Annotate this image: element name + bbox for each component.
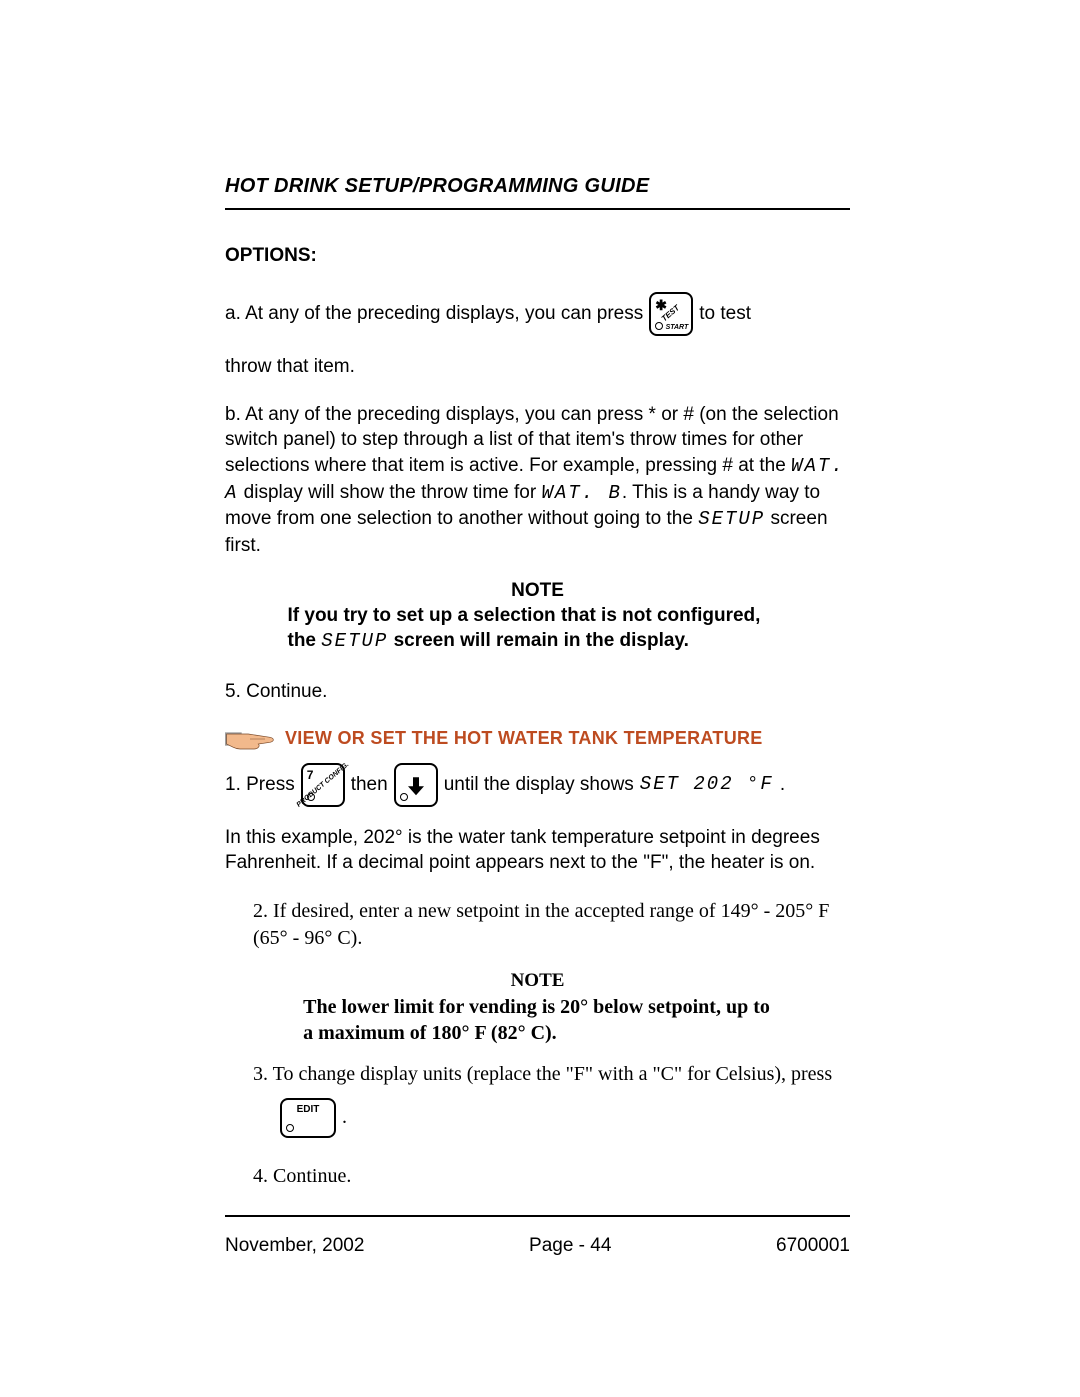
led-dot-icon	[286, 1124, 294, 1132]
step-1-post-a: until the display shows	[444, 772, 634, 798]
led-dot-icon	[400, 793, 408, 801]
note-1-title: NOTE	[288, 580, 788, 602]
option-a-pre: a. At any of the preceding displays, you…	[225, 301, 643, 327]
seg-setup-2: SETUP	[321, 630, 388, 652]
note-1-body: If you try to set up a selection that is…	[288, 604, 788, 653]
step-1-line: 1. Press 7 PRODUCT CONFIG. then until th…	[225, 763, 850, 807]
note-2: NOTE The lower limit for vending is 20° …	[303, 970, 772, 1046]
edit-button-icon: EDIT	[280, 1098, 336, 1138]
footer-rule	[225, 1215, 850, 1217]
start-label: START	[666, 323, 689, 332]
note-1-line2: screen will remain in the display.	[388, 630, 689, 651]
step-1-mid: then	[351, 772, 388, 798]
down-arrow-button-icon	[394, 763, 438, 807]
product-config-button-icon: 7 PRODUCT CONFIG.	[301, 763, 345, 807]
note-2-body: The lower limit for vending is 20° below…	[303, 994, 772, 1046]
test-button-icon: ✱ TEST START	[649, 292, 693, 336]
footer-date: November, 2002	[225, 1235, 364, 1257]
section-heading-band: VIEW OR SET THE HOT WATER TANK TEMPERATU…	[225, 727, 850, 751]
options-heading: OPTIONS:	[225, 245, 850, 267]
document-page: HOT DRINK SETUP/PROGRAMMING GUIDE OPTION…	[0, 0, 1080, 1397]
option-b-part1: b. At any of the preceding displays, you…	[225, 404, 839, 476]
num-7: 7	[307, 767, 314, 783]
step-1-pre: 1. Press	[225, 772, 295, 798]
pointing-hand-icon	[225, 727, 275, 751]
section-title: VIEW OR SET THE HOT WATER TANK TEMPERATU…	[285, 728, 763, 749]
header-rule	[225, 208, 850, 210]
page-footer: November, 2002 Page - 44 6700001	[225, 1207, 850, 1257]
option-a-line1: a. At any of the preceding displays, you…	[225, 292, 850, 336]
note-2-title: NOTE	[303, 970, 772, 992]
led-dot-icon	[307, 793, 315, 801]
product-config-label: PRODUCT CONFIG.	[295, 761, 350, 809]
led-dot-icon	[655, 322, 663, 330]
step-5: 5. Continue.	[225, 679, 850, 705]
seg-wat-b: WAT. B	[541, 482, 621, 504]
option-a-post: to test	[699, 301, 751, 327]
note-1: NOTE If you try to set up a selection th…	[288, 580, 788, 653]
step-1-post-b: .	[780, 772, 785, 798]
seg-set-202: SET 202 °F	[640, 772, 774, 798]
step-4: 4. Continue.	[225, 1163, 850, 1190]
footer-docnum: 6700001	[776, 1235, 850, 1257]
footer-page: Page - 44	[529, 1235, 611, 1257]
edit-button-row: EDIT .	[225, 1098, 850, 1138]
page-header-title: HOT DRINK SETUP/PROGRAMMING GUIDE	[225, 175, 850, 198]
edit-label: EDIT	[282, 1104, 334, 1115]
option-b-mid: display will show the throw time for	[238, 482, 541, 503]
step-3: 3. To change display units (replace the …	[225, 1061, 850, 1088]
step-2: 2. If desired, enter a new setpoint in t…	[225, 898, 850, 952]
para-202-explain: In this example, 202° is the water tank …	[225, 825, 850, 876]
option-a-line2: throw that item.	[225, 354, 850, 380]
edit-period: .	[342, 1106, 347, 1129]
footer-row: November, 2002 Page - 44 6700001	[225, 1235, 850, 1257]
seg-setup-1: SETUP	[698, 508, 765, 530]
option-b: b. At any of the preceding displays, you…	[225, 402, 850, 559]
